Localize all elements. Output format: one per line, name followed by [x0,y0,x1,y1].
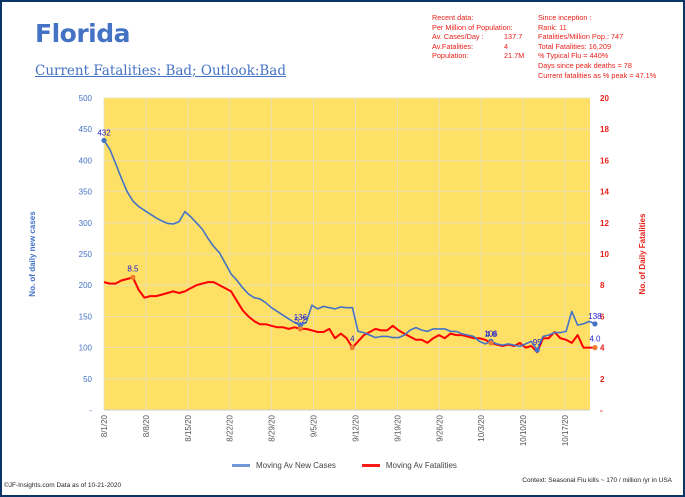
stat-row: Av.Fatalities: 4 [432,42,513,52]
data-point-fatalities [488,340,494,346]
stat-row: Population: 21.7M [432,51,524,61]
data-point-cases [101,137,107,144]
y2-tick-label: 12 [600,219,609,228]
y-tick-label: 400 [79,156,93,165]
y2-tick-label: 2 [600,375,605,384]
stat-label: Per Million of Population: [432,22,513,32]
x-tick-label: 8/29/20 [268,414,277,441]
inception-stat: % Typical Flu = 440% [538,51,609,61]
stat-label: Population: [432,51,469,61]
data-label-cases: 106 [484,329,498,338]
stat-value: 4 [504,41,509,51]
x-tick-label: 9/12/20 [351,414,360,441]
inception-stat: Fatalities/Million Pop.: 747 [538,32,624,42]
x-tick-label: 9/19/20 [393,414,402,441]
stat-label: Av. Cases/Day : [432,32,484,42]
data-label-cases: 138 [588,312,602,321]
y-tick-label: 200 [79,281,93,290]
y-tick-label: 100 [79,344,93,353]
x-tick-label: 10/3/20 [477,414,486,441]
stat-row: Recent data: [432,13,513,23]
y-tick-label: - [89,406,92,415]
data-label-cases: 432 [97,128,111,137]
data-label-fatalities: 4 [350,335,355,344]
data-point-cases [534,347,540,353]
inception-stat: Days since peak deaths = 78 [538,60,632,70]
data-point-cases [297,322,303,328]
chart-svg: - 50 100 150 200 250 300 350 400 450 500 - 2 4 6 8 10 12 1… [28,94,647,446]
y2-axis-title: No. of Daily Fatalities [638,213,647,294]
copyright-footer: ©JF-Insights.com Data as of 10-21-2020 [4,482,122,489]
y2-tick-label: 10 [600,250,609,259]
data-point-fatalities [592,345,598,351]
data-label-fatalities: 4.0 [589,335,601,344]
y2-tick-label: - [600,406,603,415]
y2-tick-label: 18 [600,125,609,134]
data-label-cases: 136 [294,313,308,322]
data-point-fatalities [297,326,303,332]
y-tick-label: 50 [83,375,92,384]
y2-tick-label: 6 [600,312,605,321]
series-line-fatalities [103,276,595,354]
legend-label-fatalities: Moving Av Fatalities [385,461,457,470]
inception-stat: Total Fatalities: 16,209 [538,41,612,51]
legend-swatch-fatalities [361,464,380,467]
data-label-fatalities: 4.6 [485,330,497,339]
stat-row: Per Million of Population: [432,23,513,33]
x-tick-label: 9/26/20 [435,414,444,441]
x-tick-label: 10/17/20 [561,414,570,446]
data-label-fatalities: 8.5 [127,264,139,273]
legend-item-cases: Moving Av New Cases [232,461,336,470]
inception-stat: Since inception : [538,13,592,22]
stat-label: Recent data: [432,13,474,22]
data-point-fatalities [349,345,355,351]
x-tick-label: 8/1/20 [100,414,109,437]
x-tick-label: 8/15/20 [184,414,193,441]
data-point-cases [592,321,598,327]
y2-tick-label: 14 [600,188,609,197]
x-tick-label: 8/22/20 [226,414,235,441]
legend-label-cases: Moving Av New Cases [256,461,336,470]
stat-value: 21.7M [504,51,525,61]
since-inception-panel: Since inception : Rank: 11 Fatalities/Mill… [538,13,656,80]
y-axis-title: No. of daily new cases [28,211,37,297]
stat-label: Av.Fatalities: [432,41,474,51]
y2-tick-label: 8 [600,281,605,290]
chart-legend: Moving Av New Cases Moving Av Fatalities [232,461,457,470]
data-label-fatalities: 5.2 [295,316,307,325]
y-tick-label: 150 [79,312,93,321]
x-tick-label: 8/8/20 [142,414,151,437]
data-label-cases: 95 [533,338,542,347]
y2-tick-label: 4 [600,344,605,353]
x-tick-label: 9/5/20 [310,414,319,437]
y-tick-label: 350 [79,188,93,197]
x-tick-label: 10/10/20 [519,414,528,446]
y-tick-label: 300 [79,219,93,228]
series-line-cases [103,139,596,351]
status-subtitle: Current Fatalities: Bad; Outlook:Bad [35,63,286,79]
legend-item-fatalities: Moving Av Fatalities [361,461,457,470]
page-title: Florida [35,19,131,48]
y-tick-label: 250 [79,250,93,259]
data-point-fatalities [130,274,136,280]
y2-tick-label: 16 [600,156,609,165]
inception-stat: Current fatalities as % peak = 47.1% [538,70,657,80]
context-footer: Context: Seasonal Flu kills ~ 170 / mill… [522,477,672,484]
inception-stat: Rank: 11 [538,22,567,32]
y-tick-label: 450 [79,125,93,134]
legend-swatch-cases [232,464,250,467]
stat-value: 137.7 [504,32,523,42]
y2-tick-label: 20 [600,94,609,103]
recent-data-panel: Recent data: Per Million of Population: Av… [432,13,524,61]
y-tick-label: 500 [79,94,93,103]
stat-row: Av. Cases/Day : 137.7 [432,32,522,42]
